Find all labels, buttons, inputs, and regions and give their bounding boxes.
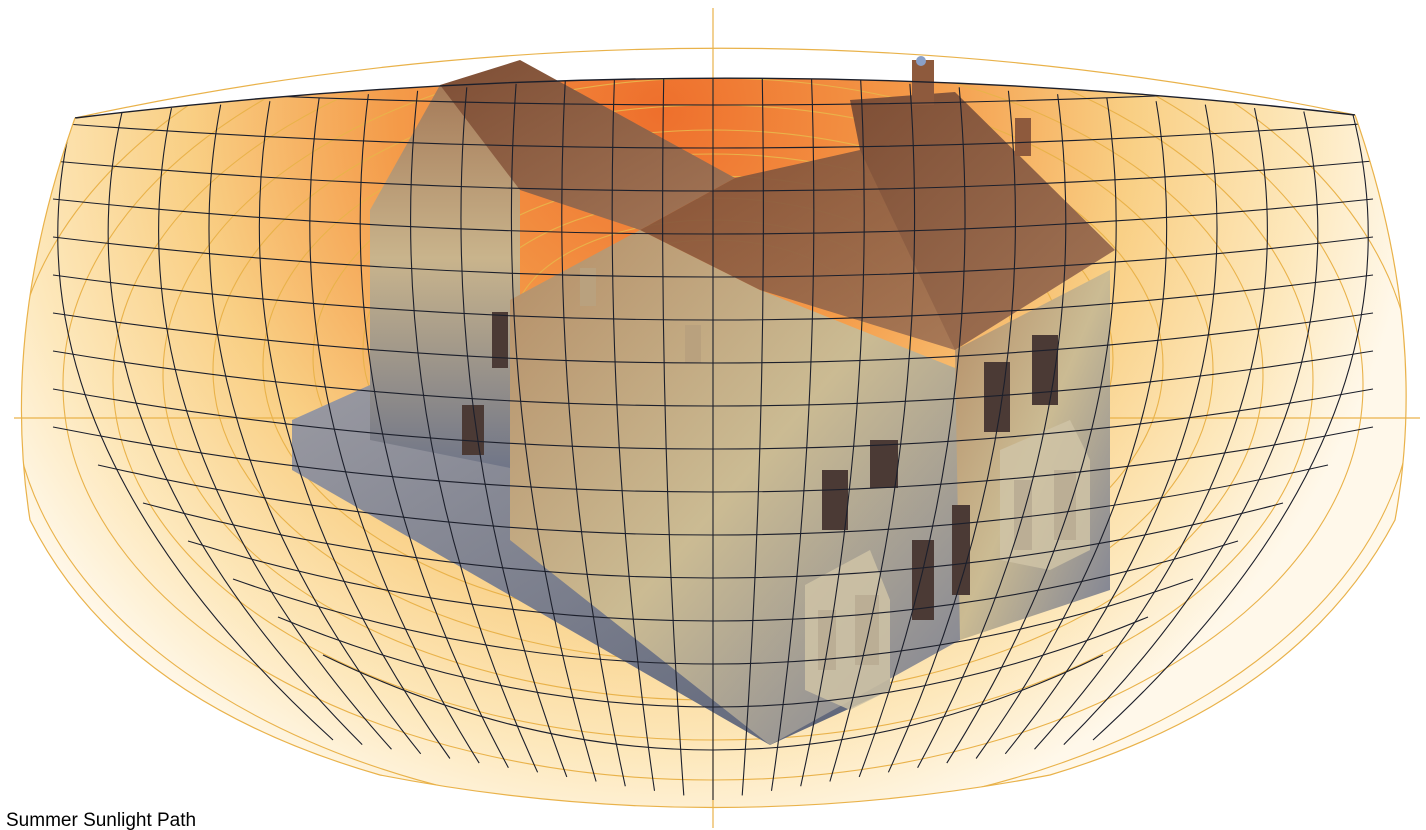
meridian-line — [1063, 111, 1319, 745]
meridian-line — [770, 78, 815, 791]
bay-window — [1000, 420, 1090, 570]
meridian-line — [107, 111, 363, 745]
parallel-line — [232, 578, 1194, 665]
parallel-line — [52, 198, 1374, 235]
meridian-line — [662, 78, 685, 796]
parallel-line — [52, 122, 1374, 149]
sun-path-meridians — [57, 78, 1369, 800]
chimney — [1015, 118, 1031, 156]
parallel-line — [52, 274, 1374, 321]
parallel-line — [277, 616, 1149, 708]
meridian-line — [410, 90, 539, 773]
meridian-line — [1092, 114, 1369, 741]
meridian-line — [561, 80, 626, 787]
meridian-line — [1004, 104, 1218, 755]
meridian-line — [460, 87, 568, 778]
meridian-line — [1034, 107, 1268, 750]
meridian-line — [975, 101, 1168, 759]
meridian-line — [258, 101, 451, 759]
meridian-line — [946, 97, 1117, 764]
meridian-line — [741, 78, 764, 796]
parallel-line — [322, 654, 1104, 751]
house-right-roof — [850, 92, 1115, 350]
meridian-line — [611, 78, 656, 791]
dome-outline — [20, 114, 1407, 809]
chimney — [685, 325, 701, 363]
parallel-line — [52, 350, 1374, 407]
parallel-line — [52, 236, 1374, 278]
parallel-line — [142, 502, 1284, 579]
parallel-line — [52, 388, 1374, 450]
house-left-wall — [370, 85, 520, 470]
meridian-line — [359, 94, 509, 768]
parallel-line — [52, 312, 1374, 364]
horizon-ring — [74, 47, 1356, 119]
parallel-line — [187, 540, 1239, 622]
meridian-line — [858, 87, 966, 778]
meridian-line — [917, 94, 1067, 768]
meridian-line — [829, 83, 916, 782]
diagram-caption: Summer Sunlight Path — [6, 810, 197, 830]
meridian-line — [887, 90, 1016, 773]
meridian-line — [57, 114, 334, 741]
parallel-line — [97, 464, 1329, 536]
meridian-line — [510, 83, 597, 782]
sun-position-marker — [916, 56, 926, 66]
parallel-line — [52, 426, 1374, 493]
house-left-roof — [440, 60, 735, 230]
meridian-line — [208, 104, 422, 755]
meridian-line — [158, 107, 392, 750]
parallel-line — [52, 160, 1374, 192]
meridian-line — [309, 97, 480, 764]
dome-rim — [74, 77, 1356, 119]
bay-window — [805, 550, 890, 710]
chimney — [580, 268, 596, 306]
meridian-line — [800, 80, 865, 787]
